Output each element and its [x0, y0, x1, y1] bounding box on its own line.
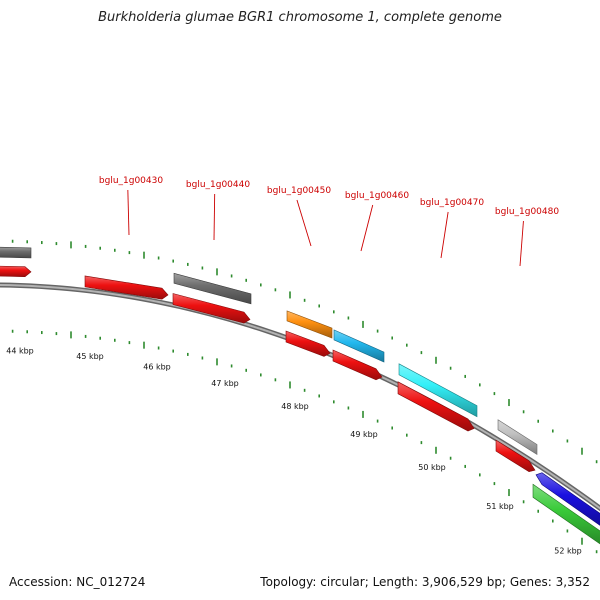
- gene-feature-green: [532, 483, 600, 545]
- gene-label: bglu_1g00480: [495, 207, 559, 217]
- accession-info: Accession: NC_012724: [9, 575, 145, 589]
- gene-label: bglu_1g00460: [345, 191, 409, 201]
- length-label: Length:: [372, 575, 419, 589]
- accession-value: NC_012724: [76, 575, 146, 589]
- gene-label-leader: [296, 199, 312, 247]
- scale-label: 52 kbp: [554, 546, 582, 555]
- gene-label-leader: [519, 220, 524, 267]
- gene-feature-blue: [535, 472, 600, 526]
- scale-label: 50 kbp: [418, 463, 446, 472]
- gene-label: bglu_1g00470: [420, 198, 484, 208]
- topology-label: Topology:: [260, 575, 317, 589]
- map-title: Burkholderia glumae BGR1 chromosome 1, c…: [98, 10, 502, 25]
- cds-feature: [495, 439, 536, 473]
- accession-label: Accession:: [9, 575, 73, 589]
- gene-label-leader: [360, 204, 374, 252]
- gene-label: bglu_1g00440: [186, 180, 250, 190]
- scale-label: 46 kbp: [143, 363, 171, 372]
- gene-label: bglu_1g00430: [99, 176, 163, 186]
- gene-feature-cyan: [398, 363, 478, 418]
- scale-label: 51 kbp: [486, 502, 514, 511]
- scale-label: 47 kbp: [211, 379, 239, 388]
- cds-feature: [172, 293, 251, 324]
- scale-label: 49 kbp: [350, 430, 378, 439]
- gene-feature-orange: [286, 310, 333, 339]
- cds-feature: [285, 330, 331, 357]
- gene-feature-gray: [0, 246, 32, 259]
- cds-feature: [397, 381, 475, 432]
- gene-feature-light-gray: [497, 419, 538, 456]
- scale-label: 44 kbp: [6, 346, 34, 355]
- gene-label-leader: [213, 193, 216, 241]
- topology-value: circular;: [320, 575, 369, 589]
- gene-label-leader: [127, 189, 130, 236]
- cds-feature: [0, 265, 32, 278]
- topology-info: Topology: circular; Length: 3,906,529 bp…: [260, 575, 590, 589]
- scale-label: 48 kbp: [281, 402, 309, 411]
- scale-label: 45 kbp: [76, 352, 104, 361]
- gene-label: bglu_1g00450: [267, 186, 331, 196]
- cds-feature: [84, 275, 169, 300]
- length-value: 3,906,529 bp;: [421, 575, 507, 589]
- gene-feature-sky-blue: [333, 329, 385, 363]
- genes-label: Genes:: [509, 575, 552, 589]
- genes-value: 3,352: [555, 575, 590, 589]
- gene-feature-gray: [173, 272, 252, 305]
- cds-feature: [332, 349, 383, 381]
- gene-label-leader: [440, 211, 449, 259]
